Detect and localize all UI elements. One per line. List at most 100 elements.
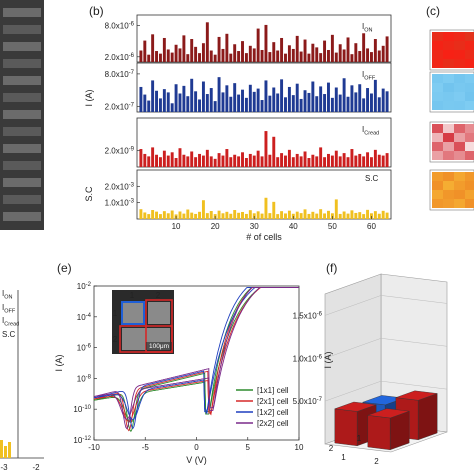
legend-fragment-item: S.C — [2, 330, 16, 339]
bar-ioff — [158, 98, 162, 112]
bar-ioff — [303, 90, 307, 112]
bar-icread — [213, 158, 217, 167]
y-tick-label: 1.0x10-3 — [105, 199, 135, 208]
heatmap-cell — [454, 83, 465, 92]
bar-ioff — [311, 81, 315, 112]
micrograph-stripe — [3, 144, 41, 153]
bar-ion — [147, 54, 151, 62]
bar-ion — [334, 52, 338, 62]
bar-ioff — [174, 84, 178, 112]
y-tick-label: 1 — [357, 434, 362, 443]
heatmap-cell — [454, 190, 465, 199]
bar-sc — [139, 209, 143, 219]
bar-sc — [158, 214, 162, 219]
scalebar-bg — [146, 342, 172, 350]
heatmap-cell — [465, 83, 474, 92]
heatmap-cell — [454, 199, 465, 208]
iv-curve-2x2cell — [93, 287, 299, 430]
bar-icread — [194, 157, 198, 167]
bar-ioff — [213, 101, 217, 112]
bar-ion — [346, 37, 350, 62]
heatmap-cell — [465, 133, 474, 142]
bar-ioff — [178, 93, 182, 112]
bar-ion — [358, 51, 362, 62]
subplot-frame — [136, 117, 392, 168]
bar-ioff — [248, 84, 252, 112]
z-tick-label: 1.0x10-6 — [293, 354, 323, 363]
bar-ion — [354, 43, 358, 62]
bar-icread — [241, 152, 244, 167]
heatmap-cell — [432, 190, 443, 199]
bar-sc — [260, 213, 264, 219]
heatmap-cell — [465, 59, 474, 68]
fragment-bar — [8, 442, 11, 458]
bar-sc — [346, 213, 350, 219]
inset-index-label: 1 — [130, 291, 135, 300]
bar-sc — [385, 212, 389, 219]
bar-ioff — [307, 92, 311, 112]
bar3d-top — [395, 390, 438, 401]
y-tick-label: 10-4 — [77, 313, 92, 322]
bar-ion — [366, 48, 370, 62]
micrograph-stripe — [3, 25, 41, 34]
z-gridline — [324, 295, 448, 316]
bar-ioff — [346, 96, 350, 112]
fragment-bar — [0, 440, 3, 458]
bar-ioff — [229, 96, 233, 112]
heatmap-cell — [465, 190, 474, 199]
bar-ion — [260, 49, 264, 62]
inset-cell — [148, 302, 170, 324]
bar-ioff — [268, 95, 272, 112]
bar-sc — [272, 201, 276, 219]
bar-icread — [198, 153, 201, 167]
bar-sc — [354, 212, 358, 219]
heatmap-cell — [465, 199, 474, 208]
bar-ioff — [201, 81, 205, 112]
bar-sc — [233, 210, 237, 219]
bar-sc — [237, 212, 241, 219]
x-tick-label: -5 — [142, 443, 150, 452]
heatmap-cell — [465, 151, 474, 160]
heatmap-cell — [443, 190, 454, 199]
bar-ioff — [369, 93, 373, 112]
bar-ioff — [162, 89, 166, 112]
bar-ion — [213, 54, 217, 62]
bar-sc — [264, 197, 268, 219]
bar-ioff — [166, 92, 170, 112]
bar3d-top — [367, 408, 410, 419]
bar-ioff — [291, 95, 295, 112]
z-gridline — [324, 380, 448, 402]
bar-sc — [190, 212, 194, 219]
y-tick-label: 8.0x10-6 — [105, 21, 135, 30]
bar-sc — [362, 214, 366, 219]
bar-icread — [369, 157, 373, 167]
bar-sc — [241, 211, 244, 219]
bar-ion — [182, 35, 186, 62]
bar-ioff — [225, 85, 229, 112]
bar-ioff — [287, 86, 291, 112]
x-tick-label: 20 — [211, 222, 220, 231]
bar-icread — [186, 156, 190, 167]
heatmap-cell — [454, 151, 465, 160]
bar-icread — [221, 155, 225, 167]
bar-icread — [201, 155, 205, 167]
y-axis-label-sc: S.C — [84, 186, 94, 202]
x-tick-label: 1 — [341, 453, 346, 462]
bar-sc — [162, 211, 166, 219]
bar-ioff — [182, 85, 186, 112]
bar-icread — [327, 153, 330, 167]
heatmap-cell — [432, 181, 443, 190]
bar-ioff — [217, 77, 221, 112]
legend-label: [1x2] cell — [257, 408, 289, 417]
x-axis-label: V (V) — [186, 455, 207, 465]
bar-icread — [330, 155, 334, 167]
x-tick-label: 40 — [289, 222, 298, 231]
bar-icread — [155, 154, 159, 167]
bar-ioff — [362, 98, 366, 112]
heatmap-cell — [454, 59, 465, 68]
bar-ioff — [209, 88, 213, 112]
subplot-frame — [136, 14, 392, 63]
heatmap-cell — [443, 59, 454, 68]
heatmap-cell — [432, 92, 443, 101]
heatmap-cell — [443, 142, 454, 151]
